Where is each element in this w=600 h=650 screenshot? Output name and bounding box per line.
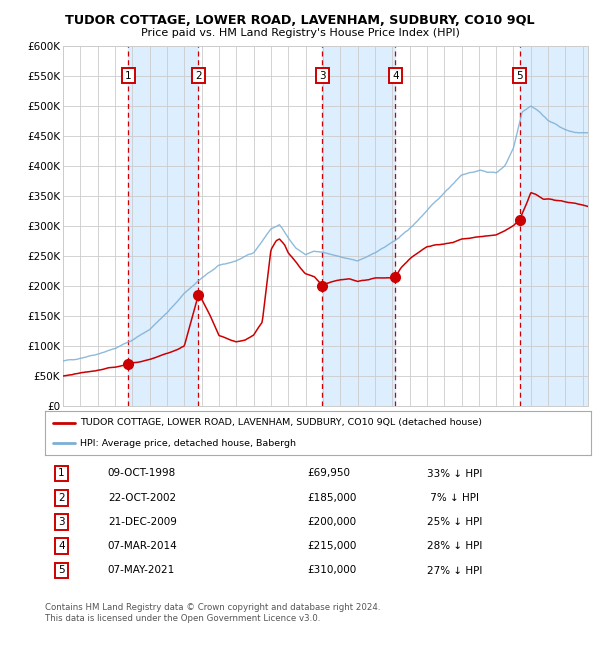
Bar — [128, 46, 199, 406]
Text: £200,000: £200,000 — [307, 517, 356, 527]
Text: 4: 4 — [392, 71, 398, 81]
Text: 4: 4 — [58, 541, 65, 551]
Bar — [322, 46, 395, 406]
Text: 3: 3 — [319, 71, 326, 81]
Text: Contains HM Land Registry data © Crown copyright and database right 2024.
This d: Contains HM Land Registry data © Crown c… — [45, 603, 380, 623]
Text: 5: 5 — [58, 566, 65, 575]
Text: Price paid vs. HM Land Registry's House Price Index (HPI): Price paid vs. HM Land Registry's House … — [140, 28, 460, 38]
Text: £215,000: £215,000 — [307, 541, 356, 551]
Text: 3: 3 — [58, 517, 65, 527]
Text: 1: 1 — [58, 469, 65, 478]
Text: 7% ↓ HPI: 7% ↓ HPI — [427, 493, 479, 502]
Text: 33% ↓ HPI: 33% ↓ HPI — [427, 469, 482, 478]
Text: 5: 5 — [516, 71, 523, 81]
Text: 07-MAR-2014: 07-MAR-2014 — [108, 541, 178, 551]
Text: 07-MAY-2021: 07-MAY-2021 — [108, 566, 175, 575]
Text: 1: 1 — [125, 71, 131, 81]
Text: 25% ↓ HPI: 25% ↓ HPI — [427, 517, 482, 527]
Text: 27% ↓ HPI: 27% ↓ HPI — [427, 566, 482, 575]
Text: TUDOR COTTAGE, LOWER ROAD, LAVENHAM, SUDBURY, CO10 9QL: TUDOR COTTAGE, LOWER ROAD, LAVENHAM, SUD… — [65, 14, 535, 27]
Text: £69,950: £69,950 — [307, 469, 350, 478]
Text: £185,000: £185,000 — [307, 493, 356, 502]
Text: £310,000: £310,000 — [307, 566, 356, 575]
Text: 21-DEC-2009: 21-DEC-2009 — [108, 517, 176, 527]
Text: 28% ↓ HPI: 28% ↓ HPI — [427, 541, 482, 551]
Bar — [520, 46, 588, 406]
Text: HPI: Average price, detached house, Babergh: HPI: Average price, detached house, Babe… — [80, 439, 296, 448]
Text: 2: 2 — [58, 493, 65, 502]
Text: 22-OCT-2002: 22-OCT-2002 — [108, 493, 176, 502]
Text: TUDOR COTTAGE, LOWER ROAD, LAVENHAM, SUDBURY, CO10 9QL (detached house): TUDOR COTTAGE, LOWER ROAD, LAVENHAM, SUD… — [80, 418, 482, 427]
Text: 09-OCT-1998: 09-OCT-1998 — [108, 469, 176, 478]
Text: 2: 2 — [195, 71, 202, 81]
